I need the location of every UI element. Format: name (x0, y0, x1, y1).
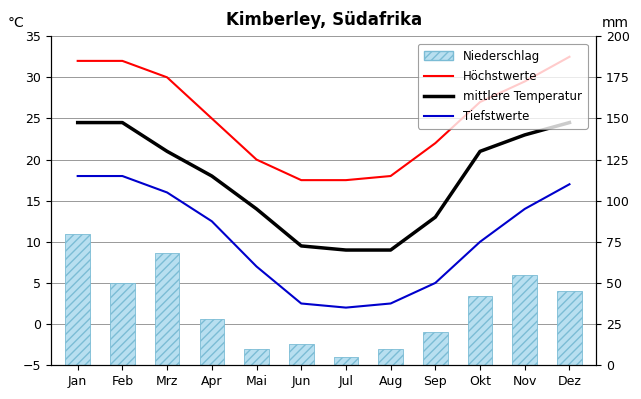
Bar (154, 253, 179, 365)
Bar (289, 344, 313, 365)
Bar (378, 349, 403, 365)
Bar (423, 332, 447, 365)
Text: °C: °C (7, 16, 24, 30)
Bar (557, 291, 582, 365)
Bar (512, 275, 537, 365)
Bar (468, 296, 492, 365)
Text: mm: mm (602, 16, 629, 30)
Bar (110, 283, 135, 365)
Legend: Niederschlag, Höchstwerte, mittlere Temperatur, Tiefstwerte: Niederschlag, Höchstwerte, mittlere Temp… (418, 44, 588, 129)
Bar (65, 233, 90, 365)
Bar (199, 319, 224, 365)
Bar (333, 357, 358, 365)
Bar (244, 349, 269, 365)
Title: Kimberley, Südafrika: Kimberley, Südafrika (226, 11, 422, 29)
